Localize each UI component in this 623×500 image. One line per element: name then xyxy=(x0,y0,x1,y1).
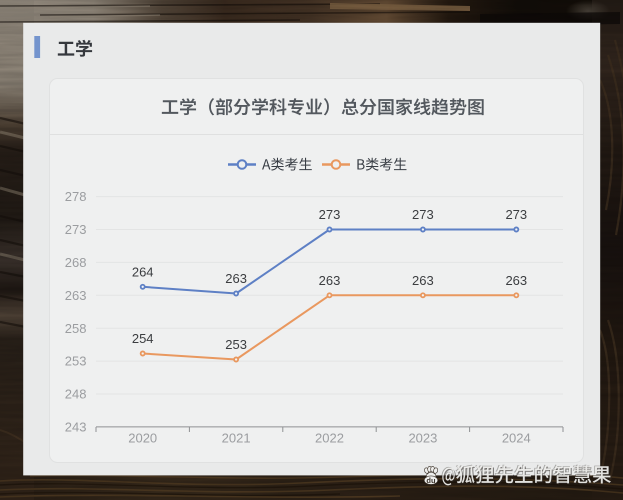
svg-text:248: 248 xyxy=(65,387,87,402)
svg-text:2024: 2024 xyxy=(502,431,531,446)
svg-text:2022: 2022 xyxy=(315,431,344,446)
svg-text:273: 273 xyxy=(65,222,87,237)
svg-text:253: 253 xyxy=(65,354,87,369)
svg-text:263: 263 xyxy=(65,288,87,303)
svg-text:2023: 2023 xyxy=(408,431,437,446)
svg-text:2021: 2021 xyxy=(222,431,251,446)
svg-text:273: 273 xyxy=(505,207,527,222)
svg-text:258: 258 xyxy=(65,321,87,336)
svg-text:268: 268 xyxy=(65,255,87,270)
svg-text:264: 264 xyxy=(132,264,154,279)
svg-text:243: 243 xyxy=(65,420,87,435)
svg-text:278: 278 xyxy=(65,189,87,204)
svg-text:273: 273 xyxy=(319,207,341,222)
svg-text:263: 263 xyxy=(225,271,247,286)
svg-text:263: 263 xyxy=(319,273,341,288)
svg-text:263: 263 xyxy=(412,273,434,288)
svg-text:273: 273 xyxy=(412,207,434,222)
svg-text:263: 263 xyxy=(505,273,527,288)
svg-text:2020: 2020 xyxy=(128,431,157,446)
svg-text:254: 254 xyxy=(132,331,154,346)
svg-text:253: 253 xyxy=(225,337,247,352)
svg-text:du: du xyxy=(426,476,436,485)
